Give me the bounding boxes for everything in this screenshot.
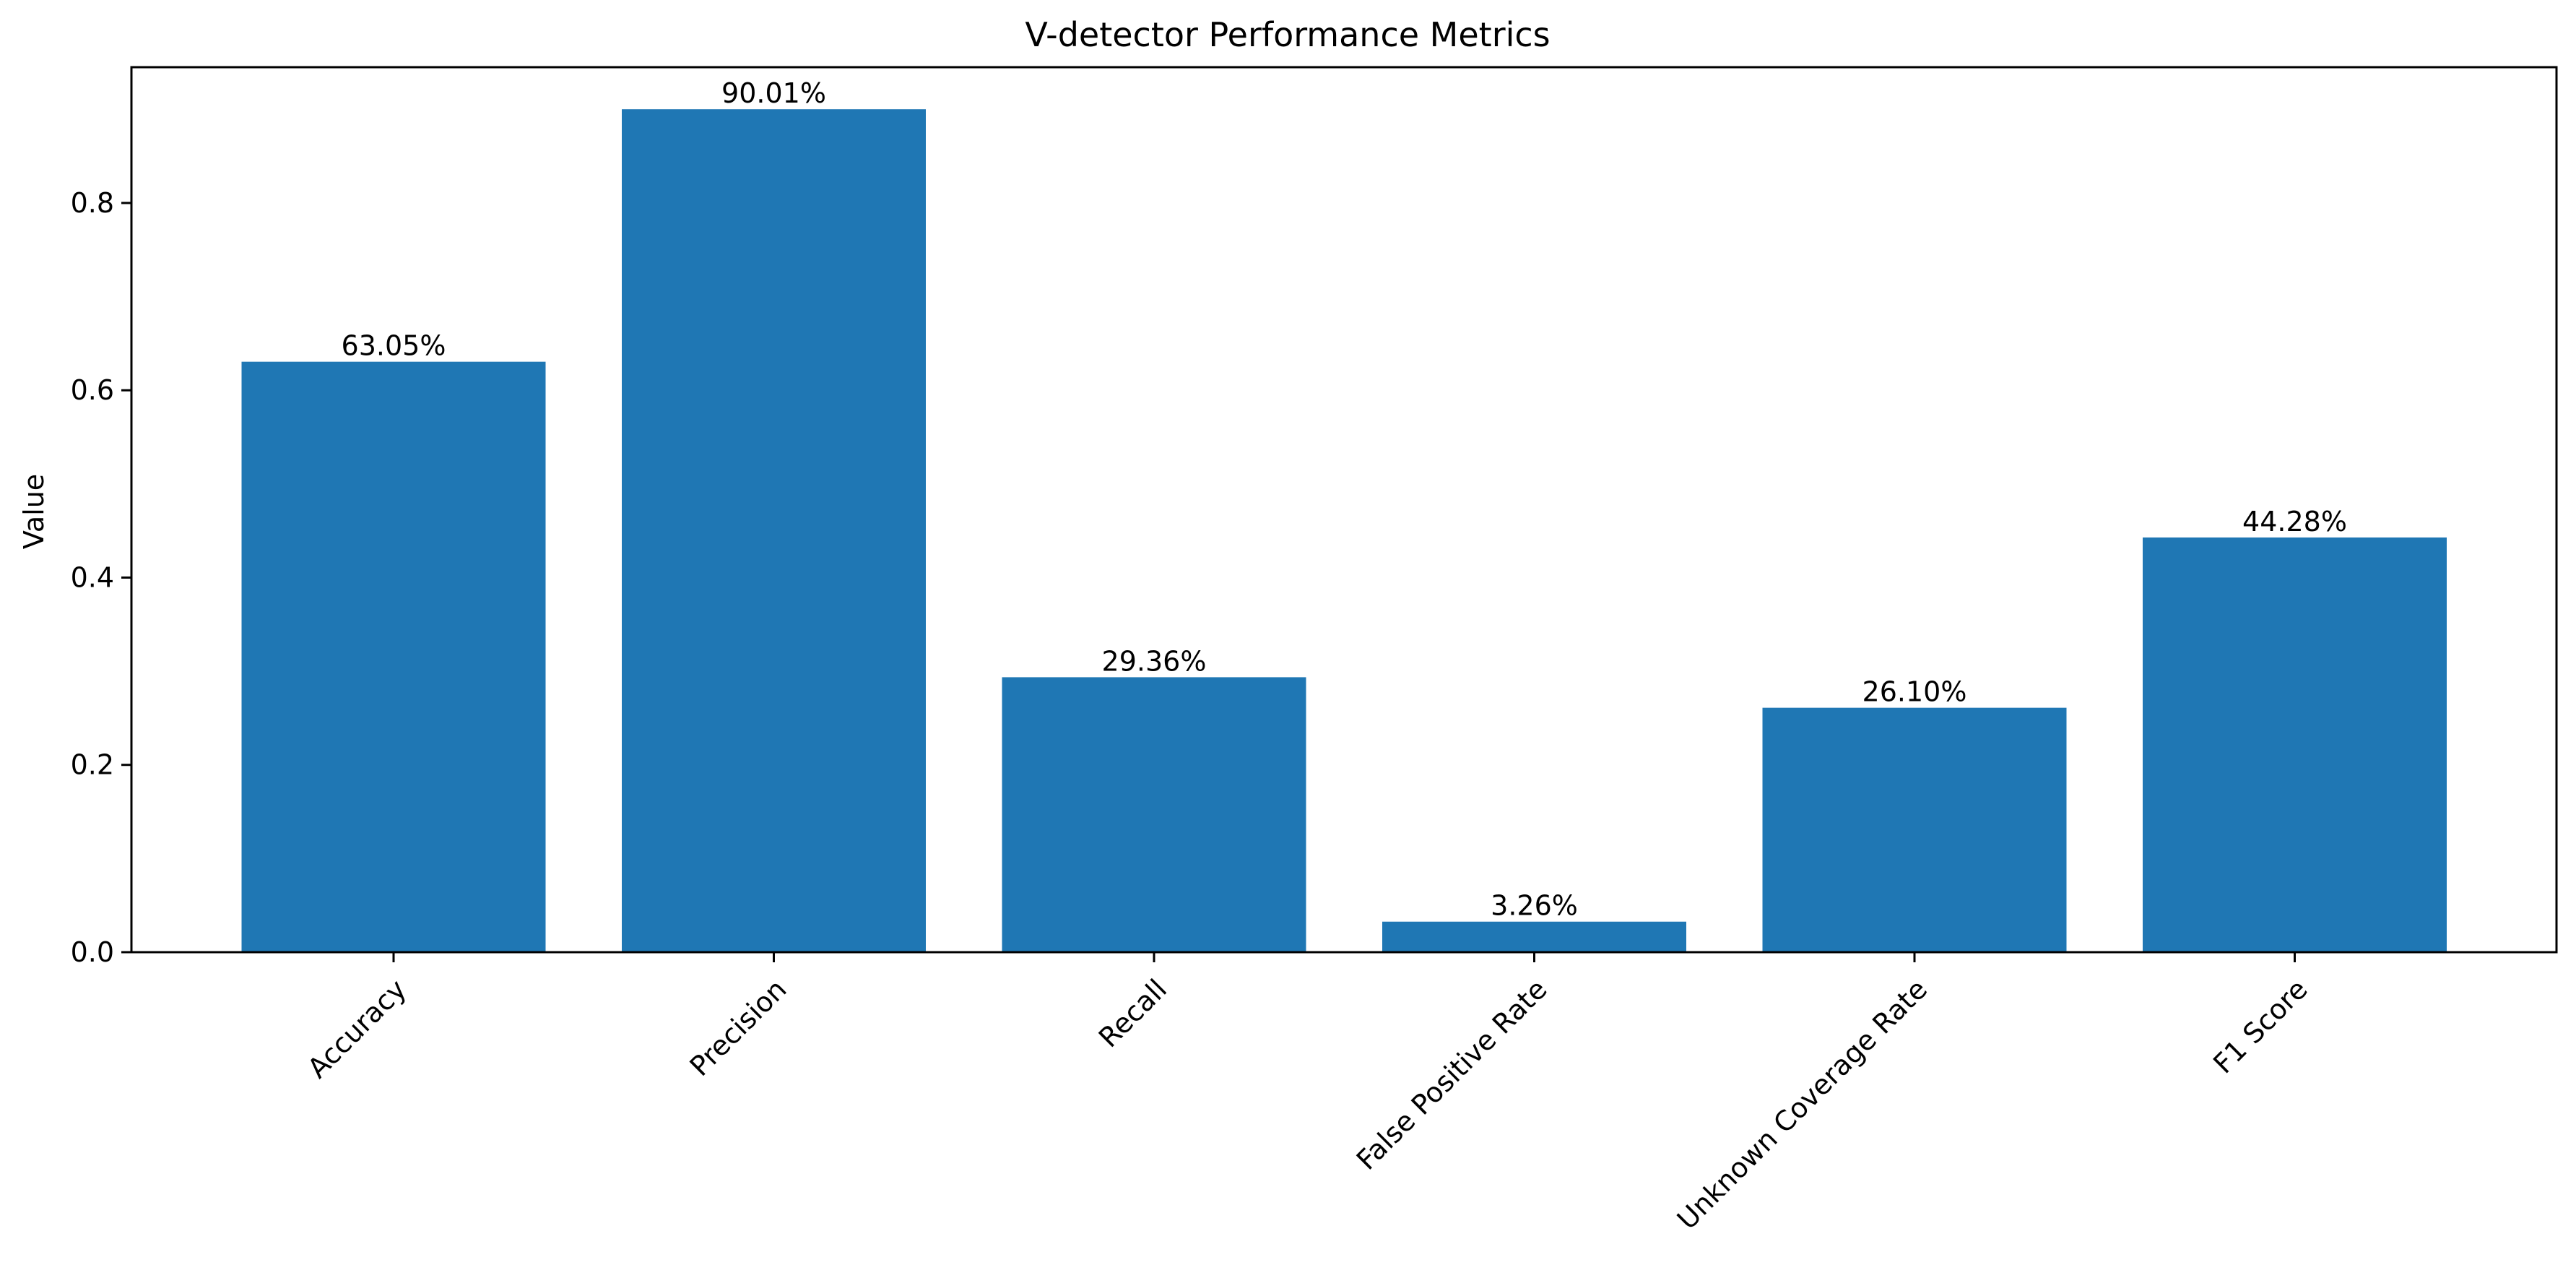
bars-group: [241, 109, 2447, 952]
y-tick-label: 0.0: [71, 936, 114, 968]
x-tick-label-unknown-coverage-rate: Unknown Coverage Rate: [1671, 973, 1933, 1235]
bar-false-positive-rate: [1382, 921, 1686, 952]
bar-unknown-coverage-rate: [1762, 707, 2067, 952]
x-tick-label-false-positive-rate: False Positive Rate: [1350, 973, 1553, 1176]
y-axis-label: Value: [18, 474, 50, 549]
y-tick-label: 0.8: [71, 187, 114, 219]
x-axis: Accuracy Precision Recall False Positive Ra…: [301, 952, 2314, 1235]
data-label-unknown-coverage-rate: 26.10%: [1862, 676, 1967, 708]
data-label-recall: 29.36%: [1102, 645, 1207, 677]
y-axis: 0.0 0.2 0.4 0.6 0.8: [71, 187, 131, 968]
x-tick-label-accuracy: Accuracy: [301, 973, 412, 1084]
bar-f1-score: [2143, 537, 2447, 952]
data-labels-group: 63.05% 90.01% 29.36% 3.26% 26.10% 44.28%: [342, 77, 2347, 922]
y-tick-label: 0.4: [71, 561, 114, 593]
x-tick-label-recall: Recall: [1093, 973, 1173, 1053]
bar-recall: [1002, 677, 1306, 952]
plot-frame: [130, 66, 2558, 954]
data-label-f1-score: 44.28%: [2242, 506, 2347, 537]
data-label-false-positive-rate: 3.26%: [1491, 890, 1578, 922]
y-tick-label: 0.2: [71, 749, 114, 781]
bar-precision: [622, 109, 926, 952]
x-tick-label-f1-score: F1 Score: [2207, 973, 2313, 1079]
chart-title: V-detector Performance Metrics: [1025, 15, 1550, 54]
x-tick-label-precision: Precision: [684, 973, 793, 1082]
data-label-precision: 90.01%: [721, 77, 826, 109]
bar-accuracy: [241, 361, 546, 952]
y-tick-label: 0.6: [71, 374, 114, 406]
data-label-accuracy: 63.05%: [342, 330, 446, 362]
